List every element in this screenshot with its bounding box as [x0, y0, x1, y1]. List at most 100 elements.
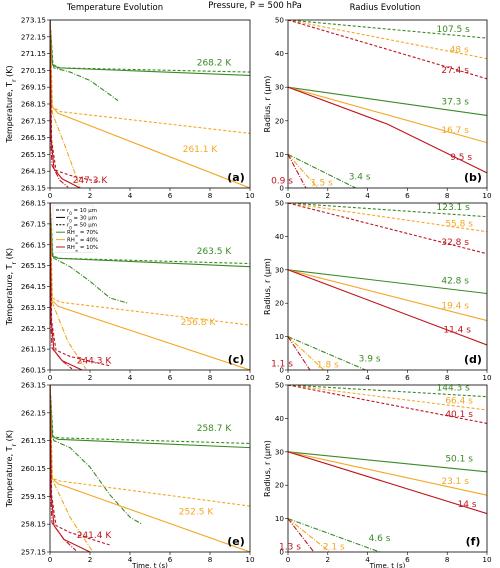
panels-container: 0 2 4 6 8 10263.15264.15265.15266.15267.15268… [5, 16, 492, 568]
y-axis-label: Temperature, Tr (K) [5, 430, 18, 508]
annotation-label: 48 s [450, 45, 469, 55]
series-rh10-r10 [288, 518, 315, 552]
panel-b: 0 2 4 6 8 10 0 10 20 30 40 50 Radius, r (μm) 107.5 s 4… [263, 16, 492, 201]
x-tick-label: 0 [286, 191, 291, 200]
x-tick-label: 0 [48, 555, 53, 564]
legend-label-r50: r0 = 50 μm [67, 223, 97, 231]
series-rh40-r50 [50, 385, 250, 507]
y-tick-label: 264.15 [21, 282, 46, 291]
series-group [288, 20, 487, 188]
annotation-label: 1.1 s [271, 360, 293, 370]
series-rh40-r10 [288, 336, 325, 370]
y-tick-label: 20 [275, 299, 285, 308]
x-tick-label: 2 [88, 191, 93, 200]
y-tick-label: 0 [279, 184, 284, 193]
annotation-label: 256.8 K [181, 318, 217, 328]
y-axis-label: Radius, r (μm) [263, 440, 272, 497]
axes-frame [287, 202, 488, 371]
y-tick-label: 263.15 [21, 184, 46, 193]
x-tick-label: 6 [168, 373, 173, 382]
series-rh10-r30 [50, 385, 91, 552]
annotation-label: 2.1 s [323, 542, 345, 552]
x-tick-label: 0 [48, 191, 53, 200]
y-axis-label: Temperature, Tr (K) [5, 65, 18, 143]
y-tick-label: 263.15 [21, 303, 46, 312]
annotation-label: 252.5 K [179, 507, 215, 517]
y-tick-label: 266.15 [21, 240, 46, 249]
x-tick-label: 8 [208, 373, 213, 382]
x-tick-label: 6 [405, 555, 410, 564]
panel-letter: (e) [227, 535, 245, 548]
y-tick-label: 269.15 [21, 83, 46, 92]
annotation-label: 27.4 s [441, 66, 469, 76]
series-rh40-r50 [50, 20, 250, 134]
annotation-label: 1.3 s [279, 542, 301, 552]
panel-a: 0 2 4 6 8 10 263.15 264.15 265.15 266.15 267.15 268… [5, 16, 255, 201]
x-tick-label: 4 [365, 191, 370, 200]
series-rh40-r50 [288, 20, 487, 60]
series-rh40-r50 [288, 203, 487, 233]
x-tick-label: 8 [208, 555, 213, 564]
legend-label-rh70: RH∞ = 70% [67, 230, 98, 238]
x-tick-label: 2 [88, 373, 93, 382]
series-rh10-r10 [288, 154, 307, 188]
panel-d: 0 2 4 6 8 10 0 10 20 30 40 50 Radius, r (μm) 123.1 s 5… [263, 199, 492, 383]
x-tick-label: 8 [445, 555, 450, 564]
annotation-label: 66.4 s [445, 397, 473, 407]
y-tick-label: 270.15 [21, 66, 46, 75]
annotation-label: 123.1 s [437, 203, 471, 213]
series-rh40-r30 [50, 385, 250, 552]
annotation-label: 50.1 s [445, 454, 473, 464]
y-tick-label: 261.15 [21, 436, 46, 445]
y-tick-label: 258.15 [21, 520, 46, 529]
y-tick-label: 261.15 [21, 345, 46, 354]
x-tick-label: 6 [168, 555, 173, 564]
legend-label-rh40: RH∞ = 40% [67, 238, 98, 246]
y-tick-label: 271.15 [21, 49, 46, 58]
annotation-label: 144.3 s [437, 383, 471, 393]
y-tick-label: 264.15 [21, 167, 46, 176]
annotation-label: 258.7 K [197, 424, 233, 434]
series-rh70-r30 [50, 385, 250, 449]
series-rh10-r50 [50, 385, 111, 546]
y-tick-label: 20 [275, 116, 285, 125]
annotation-label: 1.8 s [317, 360, 339, 370]
x-tick-label: 6 [405, 191, 410, 200]
left-column-title: Temperature Evolution [66, 3, 163, 13]
y-tick-label: 30 [275, 83, 285, 92]
y-tick-label: 50 [275, 16, 285, 25]
y-tick-label: 50 [275, 199, 285, 208]
annotation-label: 11.4 s [443, 326, 471, 336]
series-rh70-r30 [288, 269, 487, 295]
series-rh40-r30 [288, 86, 487, 144]
y-tick-label: 262.15 [21, 324, 46, 333]
legend-label-r10: r0 = 10 μm [67, 208, 97, 216]
x-axis-label: Time, t (s) [131, 562, 168, 568]
y-tick-label: 265.15 [21, 261, 46, 270]
x-tick-label: 4 [365, 555, 370, 564]
figure-title: Pressure, P = 500 hPa [208, 1, 302, 11]
y-tick-label: 265.15 [21, 150, 46, 159]
series-rh70-r10 [288, 518, 380, 552]
series-rh10-r10 [50, 20, 69, 188]
series-rh40-r30 [288, 451, 487, 496]
y-tick-label: 50 [275, 381, 285, 390]
y-tick-label: 0 [279, 366, 284, 375]
x-tick-label: 6 [405, 373, 410, 382]
series-rh70-r50 [288, 203, 487, 218]
right-column-title: Radius Evolution [350, 3, 421, 13]
panel-letter: (a) [227, 171, 244, 184]
y-tick-label: 40 [275, 232, 285, 241]
annotation-label: 19.4 s [441, 302, 469, 312]
y-tick-label: 267.15 [21, 116, 46, 125]
y-tick-label: 266.15 [21, 133, 46, 142]
annotation-label: 241.4 K [77, 531, 113, 541]
series-rh10-r50 [288, 385, 487, 424]
x-tick-label: 0 [286, 373, 291, 382]
annotation-label: 3.9 s [359, 355, 381, 365]
series-rh40-r50 [288, 385, 487, 411]
legend-frame [52, 204, 94, 253]
series-group [50, 20, 250, 188]
